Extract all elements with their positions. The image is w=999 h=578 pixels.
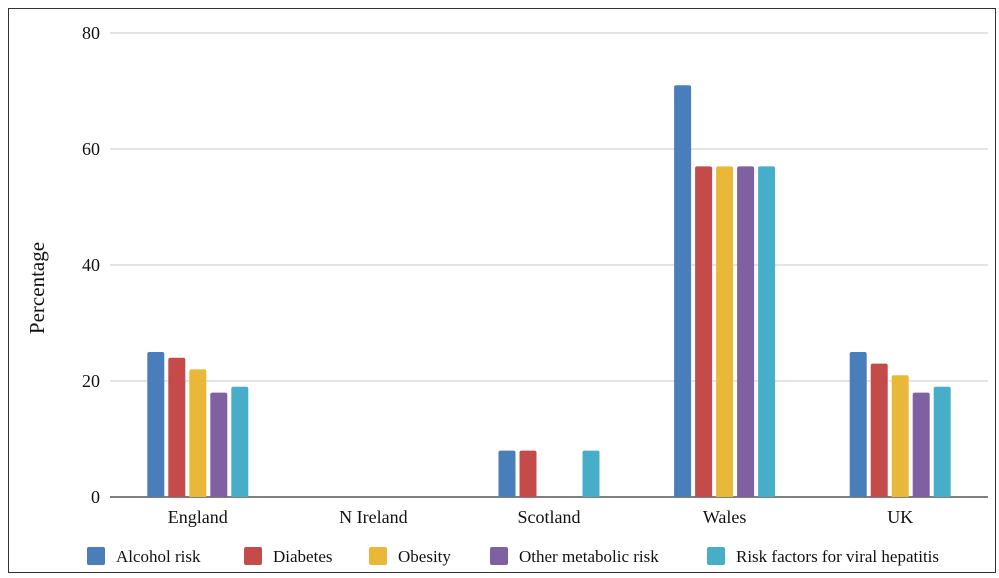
legend-label: Diabetes xyxy=(273,547,332,566)
bar xyxy=(870,363,888,497)
x-tick-label: Wales xyxy=(703,507,747,527)
y-tick-label: 20 xyxy=(82,371,100,391)
bar xyxy=(210,392,228,497)
x-tick-label: Scotland xyxy=(518,507,581,527)
bar xyxy=(582,450,600,497)
legend-label: Alcohol risk xyxy=(116,547,201,566)
y-tick-label: 40 xyxy=(82,255,100,275)
bars xyxy=(147,85,951,497)
x-tick-label: England xyxy=(168,507,228,527)
gridlines xyxy=(110,32,988,498)
bar xyxy=(168,357,186,497)
bar xyxy=(498,450,516,497)
legend-swatch xyxy=(369,547,387,565)
legend-swatch xyxy=(244,547,262,565)
legend-swatch xyxy=(87,547,105,565)
y-tick-label: 60 xyxy=(82,139,100,159)
y-tick-label: 0 xyxy=(91,487,100,507)
bar xyxy=(912,392,930,497)
bar xyxy=(737,166,755,497)
x-tick-label: N Ireland xyxy=(339,507,407,527)
legend-label: Other metabolic risk xyxy=(519,547,659,566)
bar xyxy=(849,352,867,497)
y-tick-labels: 0 20 40 60 80 xyxy=(82,23,100,507)
x-tick-label: UK xyxy=(887,507,913,527)
bar xyxy=(674,85,692,497)
bar xyxy=(933,386,951,497)
bar xyxy=(189,369,207,497)
bar xyxy=(716,166,734,497)
bar xyxy=(231,386,249,497)
legend: Alcohol risk Diabetes Obesity Other metabol… xyxy=(87,547,939,566)
bar xyxy=(519,450,537,497)
legend-swatch xyxy=(490,547,508,565)
bar xyxy=(891,375,909,497)
x-tick-labels: England N Ireland Scotland Wales UK xyxy=(168,507,913,527)
y-axis-label: Percentage xyxy=(25,242,49,334)
bar xyxy=(758,166,776,497)
legend-label: Obesity xyxy=(398,547,451,566)
legend-swatch xyxy=(707,547,725,565)
y-tick-label: 80 xyxy=(82,23,100,43)
legend-label: Risk factors for viral hepatitis xyxy=(736,547,939,566)
chart-frame xyxy=(8,8,996,573)
bar xyxy=(147,352,165,497)
bar xyxy=(695,166,713,497)
